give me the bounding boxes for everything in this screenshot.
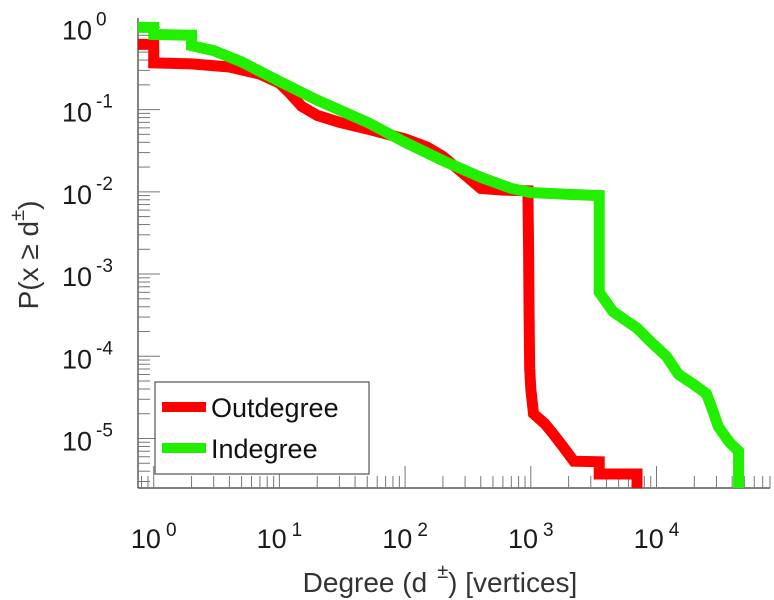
y-axis-title-sup: ± — [7, 210, 29, 221]
y-tick-label: 10 0 — [62, 9, 107, 45]
y-axis-title-prefix: P(x ≥ d — [13, 221, 44, 310]
legend-label-outdegree: Outdegree — [211, 393, 339, 423]
y-tick-label: 10 -1 — [62, 92, 113, 128]
y-tick-label: 10 -2 — [62, 174, 113, 210]
x-tick-labels: 10 0 10 1 10 2 10 3 10 4 — [131, 520, 680, 554]
y-tick-label: 10 -3 — [62, 256, 113, 292]
series-layer — [138, 21, 745, 488]
y-axis-title-suffix: ) — [13, 201, 44, 210]
x-tick-label: 10 3 — [508, 520, 554, 554]
legend: Outdegree Indegree — [154, 381, 370, 475]
plot-area — [137, 18, 770, 489]
x-tick-label: 10 2 — [382, 520, 428, 554]
y-axis-title: P(x ≥ d±) — [7, 201, 44, 310]
series-line-indegree — [138, 21, 745, 488]
y-tick-label: 10 -4 — [62, 338, 113, 374]
x-tick-label: 10 1 — [257, 520, 303, 554]
x-tick-label: 10 4 — [634, 520, 680, 554]
x-axis-title: Degree (d ±) [vertices] — [303, 561, 578, 598]
legend-label-indegree: Indegree — [211, 434, 318, 464]
legend-box — [154, 381, 370, 475]
x-tick-label: 10 0 — [131, 520, 177, 554]
x-axis-title-prefix: Degree (d — [303, 567, 428, 598]
x-axis-title-sup: ± — [437, 561, 448, 583]
x-axis-title-suffix: ) [vertices] — [448, 567, 577, 598]
y-tick-label: 10 -5 — [62, 420, 113, 456]
